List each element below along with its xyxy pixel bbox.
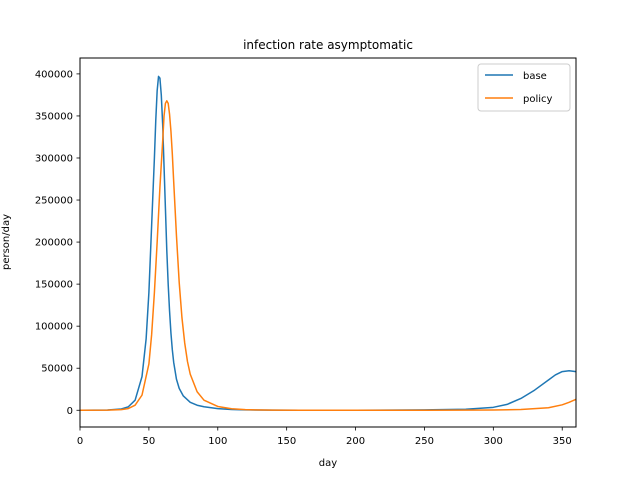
y-tick-label: 50000 (41, 364, 73, 375)
legend: base policy (477, 63, 571, 112)
y-tick-label: 100000 (35, 322, 73, 333)
series-line-policy (79, 100, 577, 412)
y-tick-label: 0 (67, 406, 73, 417)
chart-title: infection rate asymptomatic (243, 38, 413, 52)
y-tick-label: 350000 (35, 111, 73, 122)
y-tick-label: 150000 (35, 280, 73, 291)
legend-policy-label: policy (523, 94, 553, 105)
y-tick-label: 400000 (35, 69, 73, 80)
x-tick-label: 150 (277, 436, 296, 447)
x-tick-label: 250 (415, 436, 434, 447)
x-tick-label: 350 (553, 436, 572, 447)
y-axis: 0 50000 100000 150000 200000 250000 300000 3500… (35, 69, 80, 417)
x-tick-label: 0 (77, 436, 83, 447)
y-axis-label: person/day (1, 214, 12, 270)
x-tick-label: 100 (208, 436, 227, 447)
plot-area (79, 75, 577, 412)
x-tick-label: 300 (484, 436, 503, 447)
x-tick-label: 200 (346, 436, 365, 447)
x-axis: 0 50 100 150 200 250 300 350 (77, 427, 572, 447)
x-axis-label: day (319, 458, 337, 469)
plot-frame (79, 57, 577, 428)
x-tick-label: 50 (143, 436, 156, 447)
series-line-base (79, 75, 577, 412)
y-tick-label: 300000 (35, 153, 73, 164)
legend-base-label: base (523, 71, 547, 82)
y-tick-label: 200000 (35, 238, 73, 249)
y-tick-label: 250000 (35, 196, 73, 207)
